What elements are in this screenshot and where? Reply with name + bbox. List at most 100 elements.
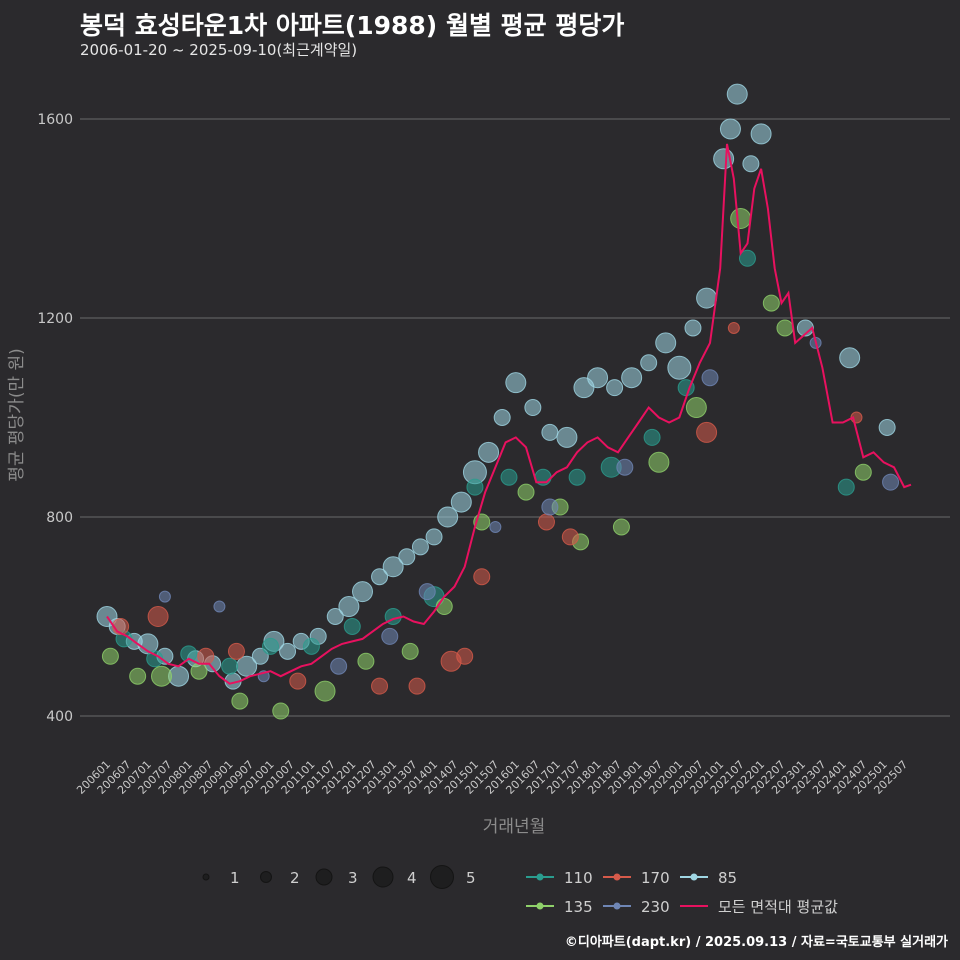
chart-title: 봉덕 효성타운1차 아파트(1988) 월별 평균 평당가 bbox=[80, 11, 625, 40]
size-legend-key bbox=[372, 866, 394, 888]
point-110 bbox=[262, 637, 280, 655]
point-110 bbox=[500, 468, 518, 486]
point-85 bbox=[437, 506, 459, 528]
point-85 bbox=[505, 372, 527, 394]
point-110 bbox=[738, 249, 756, 267]
series-legend-key-point bbox=[536, 902, 544, 910]
series-legend-label: 230 bbox=[641, 898, 670, 916]
point-85 bbox=[352, 581, 374, 603]
x-tick-labels: 2006012006072007012007072008012008072009… bbox=[74, 758, 910, 797]
point-230 bbox=[489, 520, 502, 533]
point-170 bbox=[537, 513, 555, 531]
point-170 bbox=[371, 677, 389, 695]
point-85 bbox=[742, 155, 760, 173]
scatter-points bbox=[96, 83, 900, 720]
grid-lines bbox=[80, 118, 950, 717]
point-135 bbox=[762, 294, 780, 312]
point-85 bbox=[587, 367, 609, 389]
point-230 bbox=[381, 627, 399, 645]
point-135 bbox=[129, 667, 147, 685]
point-85 bbox=[726, 83, 748, 105]
series-legend-label: 135 bbox=[564, 898, 593, 916]
size-legend-key bbox=[315, 868, 333, 886]
point-230 bbox=[701, 369, 719, 387]
series-legend-key-point bbox=[536, 873, 544, 881]
point-170 bbox=[561, 528, 579, 546]
point-85 bbox=[684, 319, 702, 337]
point-110 bbox=[568, 468, 586, 486]
point-230 bbox=[330, 657, 348, 675]
size-legend-key bbox=[202, 873, 210, 881]
point-85 bbox=[478, 441, 500, 463]
point-170 bbox=[197, 647, 215, 665]
footer-credit: ©디아파트(dapt.kr) / 2025.09.13 / 자료=국토교통부 실… bbox=[564, 935, 948, 950]
point-85 bbox=[371, 568, 389, 586]
series-legend-key-point bbox=[613, 902, 621, 910]
size-legend-label: 5 bbox=[466, 869, 476, 887]
point-135 bbox=[854, 463, 872, 481]
point-85 bbox=[326, 608, 344, 625]
point-230 bbox=[213, 600, 226, 613]
point-135 bbox=[685, 397, 707, 419]
point-85 bbox=[878, 418, 896, 436]
point-230 bbox=[418, 583, 436, 601]
point-170 bbox=[227, 642, 245, 660]
size-legend-label: 2 bbox=[290, 869, 300, 887]
y-axis-title: 평균 평당가(만 원) bbox=[7, 348, 27, 482]
point-135 bbox=[517, 483, 535, 501]
series-legend-key-point bbox=[690, 873, 698, 881]
size-legend-key bbox=[260, 871, 272, 883]
point-110 bbox=[221, 657, 239, 675]
point-85 bbox=[493, 409, 511, 426]
average-line-layer bbox=[106, 143, 912, 685]
point-85 bbox=[640, 354, 658, 372]
point-135 bbox=[401, 642, 419, 660]
point-110 bbox=[643, 428, 661, 446]
point-85 bbox=[411, 538, 429, 556]
y-tick-label: 1200 bbox=[37, 311, 73, 327]
size-legend: 1 2 3 4 5 bbox=[202, 865, 476, 889]
point-85 bbox=[541, 423, 559, 441]
point-110 bbox=[343, 617, 361, 635]
point-135 bbox=[730, 208, 752, 229]
y-tick-label: 1600 bbox=[37, 112, 73, 128]
point-85 bbox=[556, 426, 578, 448]
point-230 bbox=[882, 473, 900, 491]
point-135 bbox=[776, 319, 794, 337]
point-85 bbox=[251, 647, 269, 665]
chart-subtitle: 2006-01-20 ~ 2025-09-10(최근계약일) bbox=[80, 41, 358, 59]
series-legend-key-point bbox=[613, 873, 621, 881]
size-legend-label: 1 bbox=[230, 869, 240, 887]
point-230 bbox=[616, 458, 634, 476]
series-legend-label: 모든 면적대 평균값 bbox=[718, 898, 838, 916]
point-85 bbox=[796, 319, 814, 337]
point-110 bbox=[837, 478, 855, 496]
point-135 bbox=[151, 665, 173, 687]
size-legend-key bbox=[430, 865, 454, 889]
series-legend: 110 170 85 135 230 모든 면적대 평균값 bbox=[526, 869, 838, 916]
x-axis-title: 거래년월 bbox=[483, 817, 546, 837]
point-170 bbox=[473, 568, 491, 586]
point-110 bbox=[302, 637, 320, 655]
point-85 bbox=[696, 287, 718, 309]
point-135 bbox=[612, 518, 630, 536]
point-110 bbox=[180, 645, 198, 663]
y-tick-label: 400 bbox=[46, 709, 73, 725]
point-170 bbox=[456, 647, 474, 665]
point-170 bbox=[696, 421, 718, 443]
point-85 bbox=[279, 642, 297, 660]
y-tick-labels: 400 800 1200 1600 bbox=[37, 112, 73, 725]
series-legend-label: 170 bbox=[641, 869, 670, 887]
point-85 bbox=[450, 491, 472, 513]
series-legend-label: 110 bbox=[564, 869, 593, 887]
point-85 bbox=[839, 347, 861, 369]
point-110 bbox=[466, 478, 484, 496]
point-85 bbox=[382, 556, 404, 578]
point-170 bbox=[727, 321, 740, 334]
point-85 bbox=[606, 379, 624, 397]
point-135 bbox=[648, 451, 670, 473]
point-85 bbox=[338, 596, 360, 618]
point-135 bbox=[357, 652, 375, 670]
point-135 bbox=[314, 680, 336, 702]
